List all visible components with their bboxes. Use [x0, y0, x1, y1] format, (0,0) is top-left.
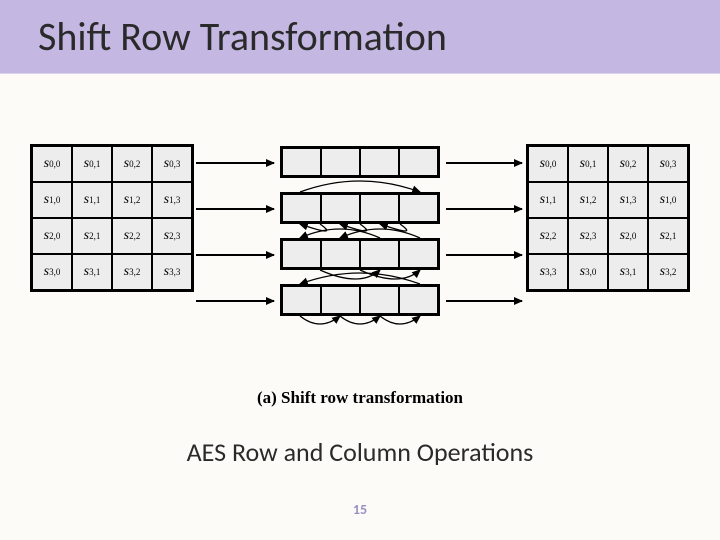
slide-header: Shift Row Transformation	[0, 0, 720, 74]
arrow-left-to-mid-1	[196, 208, 274, 210]
state-cell: s3,3	[152, 254, 192, 290]
state-cell: s2,1	[648, 218, 688, 254]
state-cell: s2,3	[568, 218, 608, 254]
state-cell: s0,3	[152, 146, 192, 182]
state-cell: s3,0	[32, 254, 72, 290]
state-cell: s1,2	[568, 182, 608, 218]
slide-subtitle: AES Row and Column Operations	[0, 436, 720, 468]
shiftrow-diagram: s0,0s0,1s0,2s0,3s1,0s1,1s1,2s1,3s2,0s2,1…	[30, 134, 690, 394]
arrow-left-to-mid-2	[196, 254, 274, 256]
arrow-left-to-mid-0	[196, 162, 274, 164]
state-cell: s0,2	[608, 146, 648, 182]
state-cell: s3,0	[568, 254, 608, 290]
arrow-mid-to-right-1	[446, 208, 522, 210]
state-cell: s2,3	[152, 218, 192, 254]
state-cell: s0,1	[568, 146, 608, 182]
right-state-grid: s0,0s0,1s0,2s0,3 s1,1s1,2s1,3s1,0 s2,2s2,3…	[526, 144, 690, 292]
state-cell: s3,2	[648, 254, 688, 290]
slide-title: Shift Row Transformation	[38, 12, 447, 61]
state-cell: s1,1	[528, 182, 568, 218]
state-cell: s1,2	[112, 182, 152, 218]
mid-row-0	[280, 146, 440, 178]
state-cell: s2,1	[72, 218, 112, 254]
state-cell: s0,2	[112, 146, 152, 182]
arrow-left-to-mid-3	[196, 300, 274, 302]
state-cell: s1,1	[72, 182, 112, 218]
state-cell: s0,3	[648, 146, 688, 182]
state-cell: s1,0	[32, 182, 72, 218]
state-cell: s2,0	[608, 218, 648, 254]
arrow-mid-to-right-3	[446, 300, 522, 302]
slide-content: s0,0s0,1s0,2s0,3s1,0s1,1s1,2s1,3s2,0s2,1…	[0, 74, 720, 540]
state-cell: s2,0	[32, 218, 72, 254]
sub-caption: (a) Shift row transformation	[0, 388, 720, 408]
state-cell: s1,3	[608, 182, 648, 218]
state-cell: s0,1	[72, 146, 112, 182]
left-state-grid: s0,0s0,1s0,2s0,3 s1,0s1,1s1,2s1,3 s2,0s2,1…	[30, 144, 194, 292]
state-cell: s3,1	[608, 254, 648, 290]
arrow-mid-to-right-2	[446, 254, 522, 256]
state-cell: s1,3	[152, 182, 192, 218]
state-cell: s0,0	[32, 146, 72, 182]
mid-row-1	[280, 192, 440, 224]
mid-row-3	[280, 284, 440, 316]
state-cell: s0,0	[528, 146, 568, 182]
state-cell: s3,3	[528, 254, 568, 290]
mid-row-2	[280, 238, 440, 270]
state-cell: s3,1	[72, 254, 112, 290]
state-cell: s2,2	[528, 218, 568, 254]
arrow-mid-to-right-0	[446, 162, 522, 164]
slide-number: 15	[0, 501, 720, 518]
state-cell: s3,2	[112, 254, 152, 290]
state-cell: s2,2	[112, 218, 152, 254]
state-cell: s1,0	[648, 182, 688, 218]
